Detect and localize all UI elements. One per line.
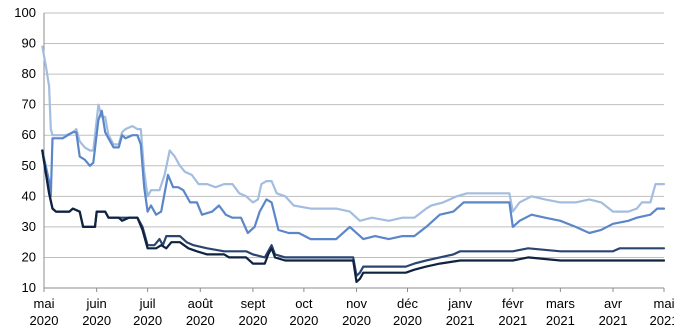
x-tick-year: 2021 [446,313,475,328]
x-tick-month: avr [604,296,623,311]
y-tick-label: 30 [22,219,36,234]
x-tick-month: nov [346,296,367,311]
x-tick-year: 2021 [546,313,575,328]
x-tick-year: 2020 [393,313,422,328]
y-tick-label: 60 [22,127,36,142]
y-tick-label: 40 [22,188,36,203]
series-line-4 [41,149,666,283]
x-tick-labels: mai 2020 juin 2020 juil 2020 août 2020 sept 2020 o… [30,296,674,328]
axes [43,13,665,292]
series-line-2 [41,109,666,241]
x-tick-year: 2020 [289,313,318,328]
x-tick-month: juin [86,296,107,311]
y-tick-label: 20 [22,249,36,264]
x-tick-month: août [188,296,214,311]
x-tick-month: févr [502,296,524,311]
y-tick-label: 10 [22,280,36,295]
y-tick-label: 70 [22,97,36,112]
x-tick-month: sept [241,296,266,311]
x-tick-year: 2020 [342,313,371,328]
x-tick-year: 2021 [650,313,674,328]
x-tick-month: oct [295,296,313,311]
x-tick-year: 2021 [498,313,527,328]
x-tick-year: 2020 [82,313,111,328]
x-tick-year: 2020 [186,313,215,328]
x-tick-month: déc [397,296,418,311]
y-tick-label: 80 [22,66,36,81]
x-tick-month: juil [139,296,156,311]
x-tick-month: mai [34,296,55,311]
x-tick-month: mars [546,296,575,311]
series-line-1 [41,45,666,222]
x-tick-year: 2020 [238,313,267,328]
x-tick-month: mai [654,296,674,311]
x-tick-year: 2020 [133,313,162,328]
y-tick-label: 100 [14,5,36,20]
y-tick-labels: 10 20 30 40 50 60 70 80 90 100 [14,5,36,295]
y-tick-label: 50 [22,158,36,173]
series-lines [41,45,666,283]
x-tick-year: 2021 [599,313,628,328]
y-tick-label: 90 [22,36,36,51]
x-tick-month: janv [447,296,472,311]
x-tick-year: 2020 [30,313,59,328]
